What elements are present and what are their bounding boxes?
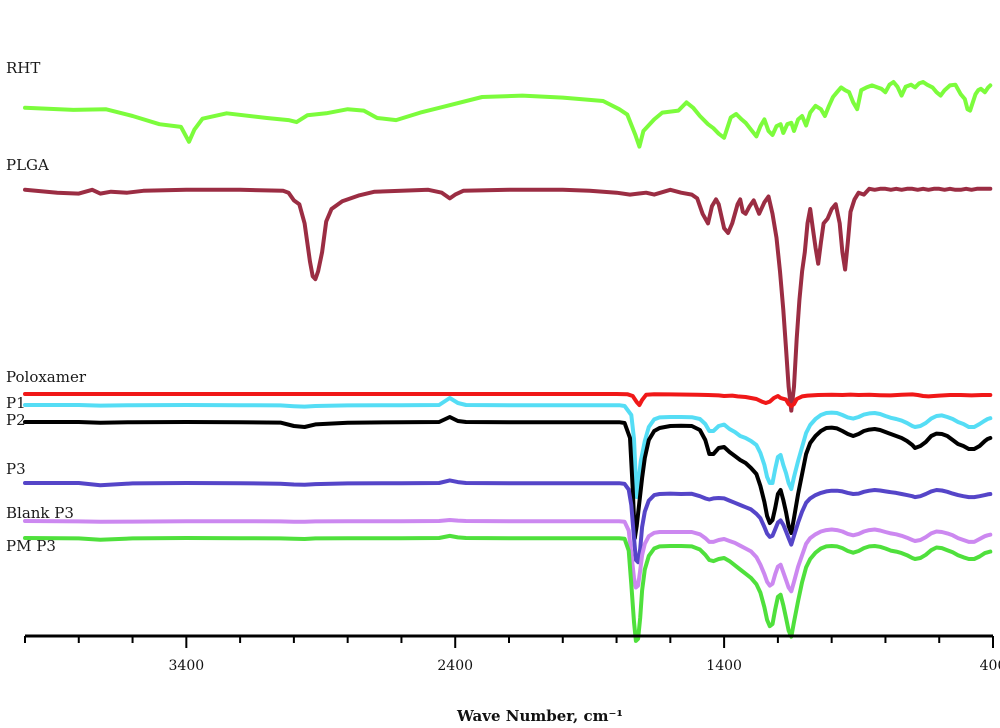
- series-label-rht: RHT: [6, 59, 40, 77]
- series-label-pm-p3: PM P3: [6, 537, 56, 555]
- x-tick-label: 1400: [706, 658, 742, 674]
- series-line-poloxamer: [23, 392, 993, 408]
- series-label-p2: P2: [6, 411, 26, 429]
- series-line-pm-p3: [23, 533, 993, 643]
- series-label-plga: PLGA: [6, 156, 49, 174]
- series-line-plga: [23, 186, 993, 413]
- x-tick-label: 400: [980, 658, 1000, 674]
- x-tick-label: 2400: [437, 658, 473, 674]
- series-layer: [23, 80, 993, 643]
- series-line-rht: [23, 80, 993, 149]
- x-tick-label: 3400: [169, 658, 205, 674]
- series-label-p3: P3: [6, 460, 26, 478]
- series-label-p1: P1: [6, 394, 26, 412]
- series-line-p2: [23, 415, 993, 540]
- x-axis-title: Wave Number, cm⁻¹: [456, 707, 623, 725]
- series-line-p3: [23, 478, 993, 565]
- series-line-blank-p3: [23, 518, 993, 594]
- series-label-blank-p3: Blank P3: [6, 504, 74, 522]
- series-label-poloxamer: Poloxamer: [6, 368, 87, 386]
- series-line-p1: [23, 396, 993, 499]
- x-axis-ticks: 3400 2400 1400 400: [24, 636, 1000, 674]
